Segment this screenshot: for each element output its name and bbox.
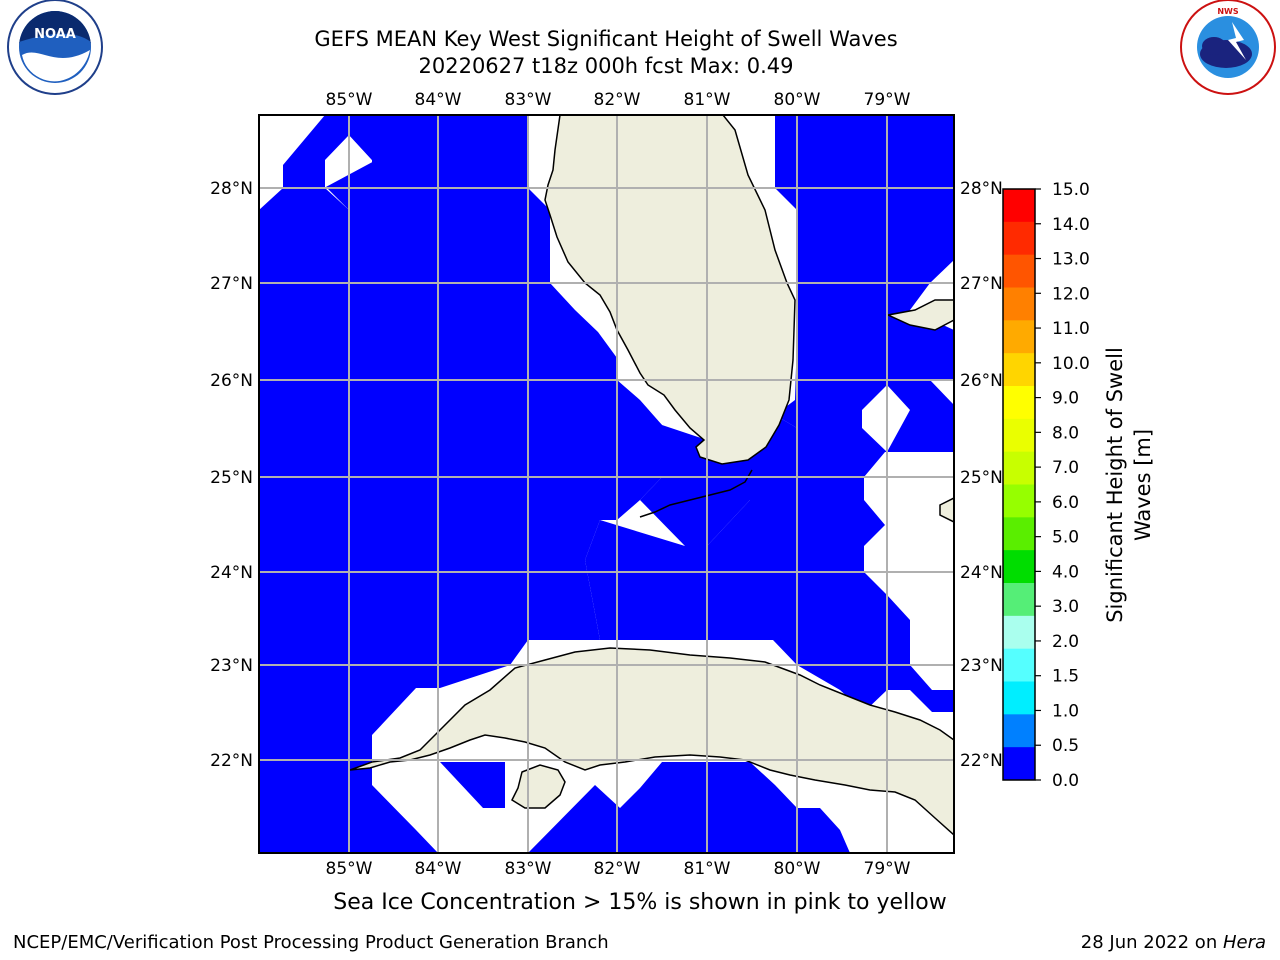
lat-label: 25°N: [960, 468, 1003, 488]
colorbar-segment: [1003, 517, 1035, 551]
colorbar-segment: [1003, 747, 1035, 781]
colorbar-frame: [1002, 188, 1036, 781]
footer-credit: NCEP/EMC/Verification Post Processing Pr…: [13, 932, 609, 953]
colorbar-segment: [1003, 484, 1035, 518]
colorbar-tick-label: 13.0: [1052, 250, 1090, 270]
graticule: [259, 115, 954, 853]
colorbar-segment: [1003, 451, 1035, 485]
nws-logo: NWS: [1180, 0, 1276, 95]
colorbar-tick-label: 5.0: [1052, 528, 1079, 548]
lat-label: 28°N: [210, 179, 253, 199]
lon-labels-top: 85°W 84°W 83°W 82°W 81°W 80°W 79°W: [326, 90, 911, 110]
colorbar-segment: [1003, 550, 1035, 584]
lon-label: 84°W: [415, 90, 462, 110]
swell-field: [259, 115, 954, 853]
lon-label: 85°W: [326, 90, 373, 110]
colorbar-label-line1: Significant Height of Swell: [1103, 347, 1127, 623]
colorbar-segment: [1003, 418, 1035, 453]
svg-text:NWS: NWS: [1217, 7, 1239, 16]
colorbar-segment: [1003, 681, 1035, 715]
lon-label: 82°W: [594, 859, 641, 879]
colorbar-segment: [1003, 221, 1035, 256]
colorbar-segment: [1003, 714, 1035, 748]
colorbar-segment: [1003, 254, 1035, 288]
lat-labels-left: 28°N 27°N 26°N 25°N 24°N 23°N 22°N: [210, 179, 253, 771]
map-frame: [258, 114, 955, 854]
colorbar-segment: [1003, 583, 1035, 617]
footer-date-text: 28 Jun 2022 on: [1080, 932, 1223, 953]
colorbar-tick-label: 1.0: [1052, 701, 1079, 721]
colorbar-tick-label: 15.0: [1052, 180, 1090, 200]
colorbar-tick-label: 8.0: [1052, 423, 1079, 443]
lon-label: 83°W: [505, 90, 552, 110]
lon-label: 81°W: [684, 90, 731, 110]
colorbar-segment: [1003, 287, 1035, 321]
colorbar-segment: [1003, 320, 1035, 354]
colorbar-tick-label: 1.5: [1052, 667, 1079, 687]
colorbar-segment: [1003, 189, 1035, 223]
footer-host: Hera: [1222, 932, 1266, 953]
noaa-logo: NOAA: [7, 0, 103, 95]
colorbar-segment: [1003, 353, 1035, 387]
noaa-logo-text: NOAA: [34, 27, 76, 42]
lon-label: 84°W: [415, 859, 462, 879]
lon-labels-bottom: 85°W 84°W 83°W 82°W 81°W 80°W 79°W: [326, 859, 911, 879]
chart-title: GEFS MEAN Key West Significant Height of…: [314, 27, 898, 51]
lat-label: 28°N: [960, 179, 1003, 199]
land: [349, 115, 954, 837]
lat-label: 27°N: [210, 274, 253, 294]
colorbar-tick-label: 4.0: [1052, 562, 1079, 582]
lon-label: 79°W: [864, 90, 911, 110]
lat-label: 23°N: [960, 656, 1003, 676]
colorbar-tick-label: 7.0: [1052, 458, 1079, 478]
lon-label: 80°W: [774, 859, 821, 879]
lon-label: 85°W: [326, 859, 373, 879]
sea-ice-caption: Sea Ice Concentration > 15% is shown in …: [333, 890, 947, 915]
chart-subtitle: 20220627 t18z 000h fcst Max: 0.49: [418, 54, 794, 78]
lat-label: 26°N: [960, 371, 1003, 391]
lat-label: 27°N: [960, 274, 1003, 294]
lat-label: 24°N: [210, 563, 253, 583]
lat-label: 22°N: [210, 751, 253, 771]
colorbar: 15.0 14.0 13.0 12.0 11.0 10.0 9.0 8.0 7.0 6.0 5.0 4…: [1002, 180, 1090, 791]
lat-label: 24°N: [960, 563, 1003, 583]
colorbar-tick-label: 10.0: [1052, 354, 1090, 374]
lon-label: 82°W: [594, 90, 641, 110]
colorbar-segment: [1003, 648, 1035, 682]
colorbar-tick-label: 14.0: [1052, 215, 1090, 235]
colorbar-segment: [1003, 386, 1035, 420]
colorbar-tick-label: 0.5: [1052, 736, 1079, 756]
lon-label: 81°W: [684, 859, 731, 879]
colorbar-tick-label: 12.0: [1052, 284, 1090, 304]
lon-label: 79°W: [864, 859, 911, 879]
lat-label: 22°N: [960, 751, 1003, 771]
colorbar-tick-label: 3.0: [1052, 597, 1079, 617]
lat-labels-right: 28°N 27°N 26°N 25°N 24°N 23°N 22°N: [960, 179, 1003, 771]
colorbar-tick-label: 2.0: [1052, 632, 1079, 652]
colorbar-tick-label: 6.0: [1052, 493, 1079, 513]
colorbar-label-line2: Waves [m]: [1131, 429, 1155, 541]
lat-label: 25°N: [210, 468, 253, 488]
lat-label: 23°N: [210, 656, 253, 676]
colorbar-segment: [1003, 615, 1035, 650]
lat-label: 26°N: [210, 371, 253, 391]
lon-label: 83°W: [505, 859, 552, 879]
footer-date: 28 Jun 2022 on Hera: [1081, 932, 1266, 953]
lon-label: 80°W: [774, 90, 821, 110]
colorbar-tick-label: 9.0: [1052, 389, 1079, 409]
colorbar-tick-label: 11.0: [1052, 319, 1090, 339]
colorbar-tick-label: 0.0: [1052, 771, 1079, 791]
